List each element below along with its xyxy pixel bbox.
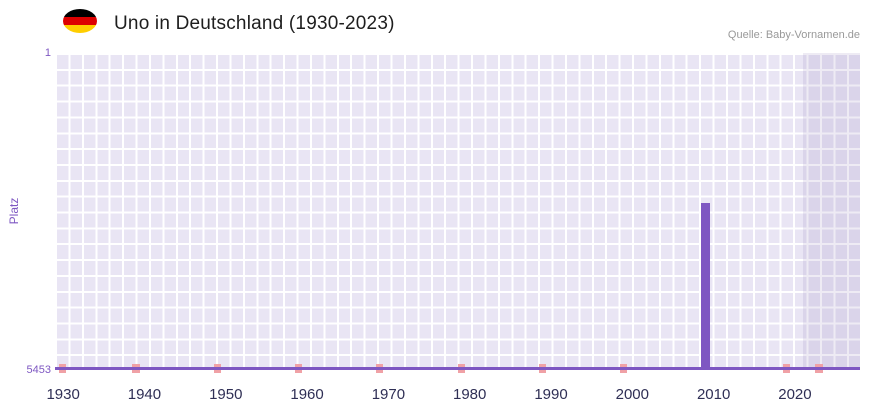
x-tick-label-2020: 2020 [778,386,812,403]
y-tick-top: 1 [44,47,51,59]
x-axis-baseline [55,367,860,370]
y-axis-title: Platz [7,197,21,225]
x-tick-label-1930: 1930 [46,386,80,403]
x-tick-label-1940: 1940 [127,386,162,403]
x-tick-label-1950: 1950 [209,386,243,403]
x-tick-label-2010: 2010 [696,386,731,403]
x-tick-label-1980: 1980 [453,386,487,403]
germany-flag-icon [63,9,97,33]
y-tick-bottom: 5453 [26,364,51,376]
chart-title: Uno in Deutschland (1930-2023) [114,13,395,34]
plot-area [55,53,860,373]
x-tick-label-1960: 1960 [290,386,324,403]
x-tick-label-2000: 2000 [615,386,649,403]
x-tick-label-1990: 1990 [534,386,568,403]
recent-years-shade [803,53,860,370]
x-tick-label-1970: 1970 [371,386,406,403]
rank-bar-2009 [701,202,710,370]
source-credit: Quelle: Baby-Vornamen.de [727,29,860,41]
x-axis-labels: 1930 1940 1950 1960 1970 1980 1990 2000 2010 2020 [46,386,860,406]
